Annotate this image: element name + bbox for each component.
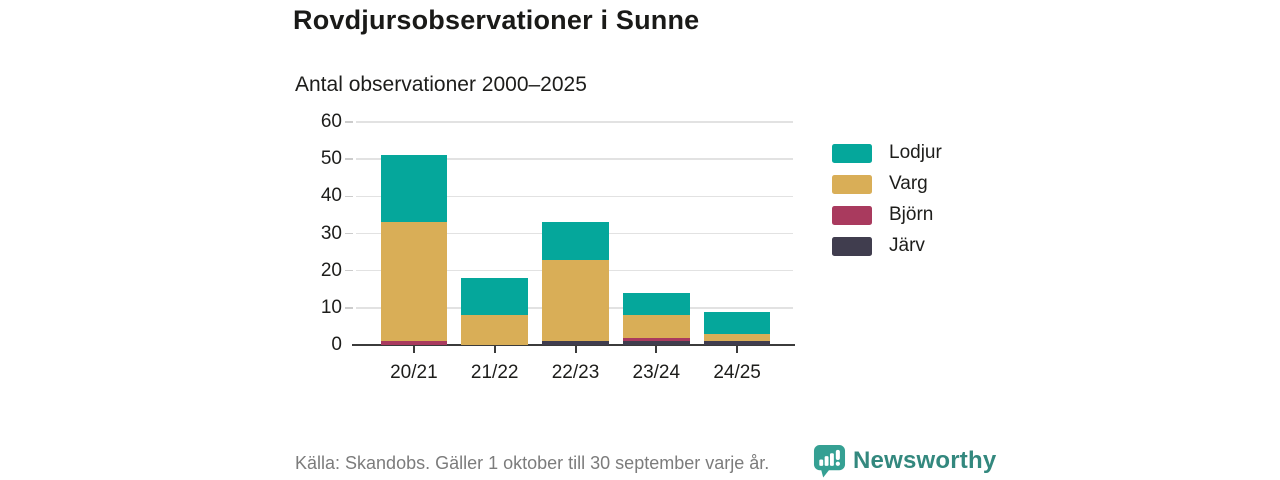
x-tick — [736, 346, 739, 353]
chart-title: Rovdjursobservationer i Sunne — [293, 5, 700, 35]
legend-label: Lodjur — [889, 142, 942, 163]
x-tick-label: 22/23 — [551, 362, 600, 383]
bar-segment — [380, 341, 448, 345]
legend-item: Varg — [832, 173, 928, 194]
y-tick-label: 50 — [320, 148, 342, 170]
newsworthy-logo: Newsworthy — [813, 444, 996, 478]
y-tick-label: 40 — [320, 185, 342, 207]
legend-item: Björn — [832, 204, 934, 225]
bar-segment — [703, 341, 771, 345]
x-tick-label: 24/25 — [713, 362, 761, 383]
x-tick — [412, 346, 415, 353]
bar-segment — [542, 222, 609, 260]
y-tick — [345, 232, 353, 235]
plot-area: 20/21 21/22 22/23 23/24 24/25 — [345, 121, 795, 383]
y-tick — [345, 195, 353, 198]
y-tick — [345, 307, 353, 309]
chart-subtitle: Antal observationer 2000–2025 — [295, 73, 587, 96]
legend-label: Björn — [889, 204, 934, 225]
gridline — [356, 158, 793, 160]
y-tick — [345, 269, 353, 272]
bar-segment — [703, 311, 771, 334]
legend-item: Järv — [832, 235, 925, 256]
bar-segment — [623, 341, 690, 345]
bar-segment — [461, 315, 528, 345]
newsworthy-wordmark: Newsworthy — [853, 447, 997, 474]
x-tick-label: 21/22 — [470, 362, 519, 383]
x-tick — [574, 346, 577, 353]
legend-swatch — [832, 236, 872, 256]
y-tick — [345, 158, 353, 160]
legend-label: Järv — [889, 235, 925, 256]
gridline — [356, 121, 793, 123]
x-tick-label: 20/21 — [390, 362, 438, 383]
y-tick-label: 60 — [320, 111, 342, 132]
y-tick-label: 0 — [331, 334, 342, 355]
y-tick-label: 10 — [320, 296, 342, 318]
x-axis-line — [352, 343, 795, 347]
legend-swatch — [832, 143, 872, 163]
y-tick-label: 20 — [320, 259, 342, 281]
y-axis-labels: 0 10 20 30 40 50 60 — [288, 111, 342, 355]
legend-item: Lodjur — [832, 142, 942, 163]
x-tick — [655, 346, 658, 353]
bar-segment — [380, 155, 448, 223]
bar-segment — [623, 292, 690, 316]
bar-segment — [542, 259, 609, 342]
bar-segment — [703, 333, 771, 342]
legend-swatch — [832, 174, 872, 194]
bar-segment — [623, 337, 690, 342]
legend-swatch — [832, 205, 872, 225]
bar-segment — [542, 341, 609, 345]
y-tick — [345, 121, 353, 123]
newsworthy-icon — [813, 444, 846, 478]
bar-segment — [380, 222, 448, 342]
y-tick-label: 30 — [320, 222, 342, 244]
bar-segment — [461, 278, 528, 316]
gridline — [356, 195, 793, 198]
x-tick-label: 23/24 — [632, 362, 681, 383]
x-tick — [493, 346, 496, 353]
legend-label: Varg — [889, 173, 928, 194]
source-note: Källa: Skandobs. Gäller 1 oktober till 3… — [295, 453, 770, 473]
bar-segment — [623, 315, 690, 338]
